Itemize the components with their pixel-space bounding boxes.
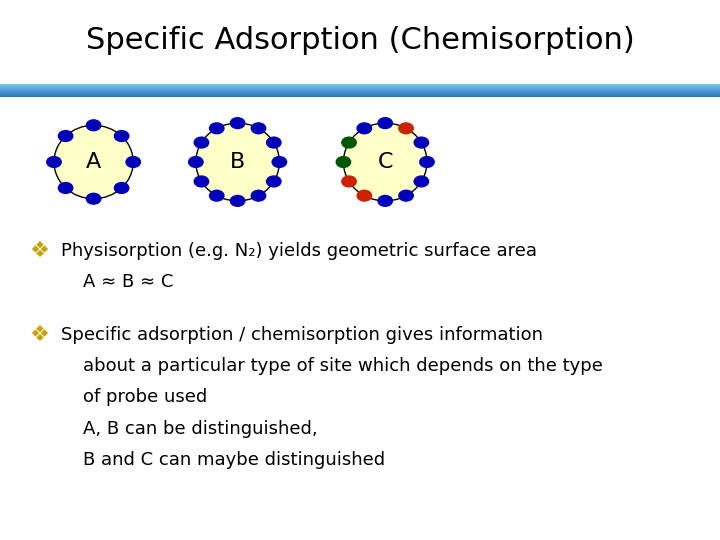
Circle shape — [378, 195, 392, 206]
Circle shape — [378, 118, 392, 129]
Text: ❖: ❖ — [29, 241, 49, 261]
Text: B: B — [230, 152, 246, 172]
Text: A, B can be distinguished,: A, B can be distinguished, — [83, 420, 318, 438]
Circle shape — [420, 157, 434, 167]
Circle shape — [266, 137, 281, 148]
Text: Specific Adsorption (Chemisorption): Specific Adsorption (Chemisorption) — [86, 26, 634, 55]
Circle shape — [342, 176, 356, 187]
Circle shape — [251, 123, 266, 134]
Circle shape — [336, 157, 351, 167]
Circle shape — [272, 157, 287, 167]
Circle shape — [86, 120, 101, 131]
Circle shape — [210, 190, 224, 201]
Circle shape — [114, 131, 129, 141]
Circle shape — [194, 137, 209, 148]
Circle shape — [399, 190, 413, 201]
Text: B and C can maybe distinguished: B and C can maybe distinguished — [83, 451, 385, 469]
Text: Physisorption (e.g. N₂) yields geometric surface area: Physisorption (e.g. N₂) yields geometric… — [61, 242, 537, 260]
Circle shape — [114, 183, 129, 193]
Circle shape — [342, 137, 356, 148]
Ellipse shape — [343, 123, 427, 201]
Circle shape — [414, 176, 428, 187]
Text: ❖: ❖ — [29, 325, 49, 345]
Circle shape — [414, 137, 428, 148]
Circle shape — [399, 123, 413, 134]
Text: about a particular type of site which depends on the type: about a particular type of site which de… — [83, 357, 603, 375]
Circle shape — [126, 157, 140, 167]
Text: Specific adsorption / chemisorption gives information: Specific adsorption / chemisorption give… — [61, 326, 543, 344]
Circle shape — [58, 183, 73, 193]
Text: A ≈ B ≈ C: A ≈ B ≈ C — [83, 273, 174, 292]
Circle shape — [210, 123, 224, 134]
Circle shape — [357, 123, 372, 134]
Circle shape — [251, 190, 266, 201]
Circle shape — [86, 193, 101, 204]
Circle shape — [58, 131, 73, 141]
Circle shape — [47, 157, 61, 167]
Text: A: A — [86, 152, 102, 172]
Text: C: C — [377, 152, 393, 172]
Text: of probe used: of probe used — [83, 388, 207, 407]
Circle shape — [189, 157, 203, 167]
Circle shape — [266, 176, 281, 187]
Circle shape — [230, 195, 245, 206]
Circle shape — [194, 176, 209, 187]
Ellipse shape — [196, 123, 279, 201]
Circle shape — [230, 118, 245, 129]
Ellipse shape — [54, 125, 133, 199]
Circle shape — [357, 190, 372, 201]
